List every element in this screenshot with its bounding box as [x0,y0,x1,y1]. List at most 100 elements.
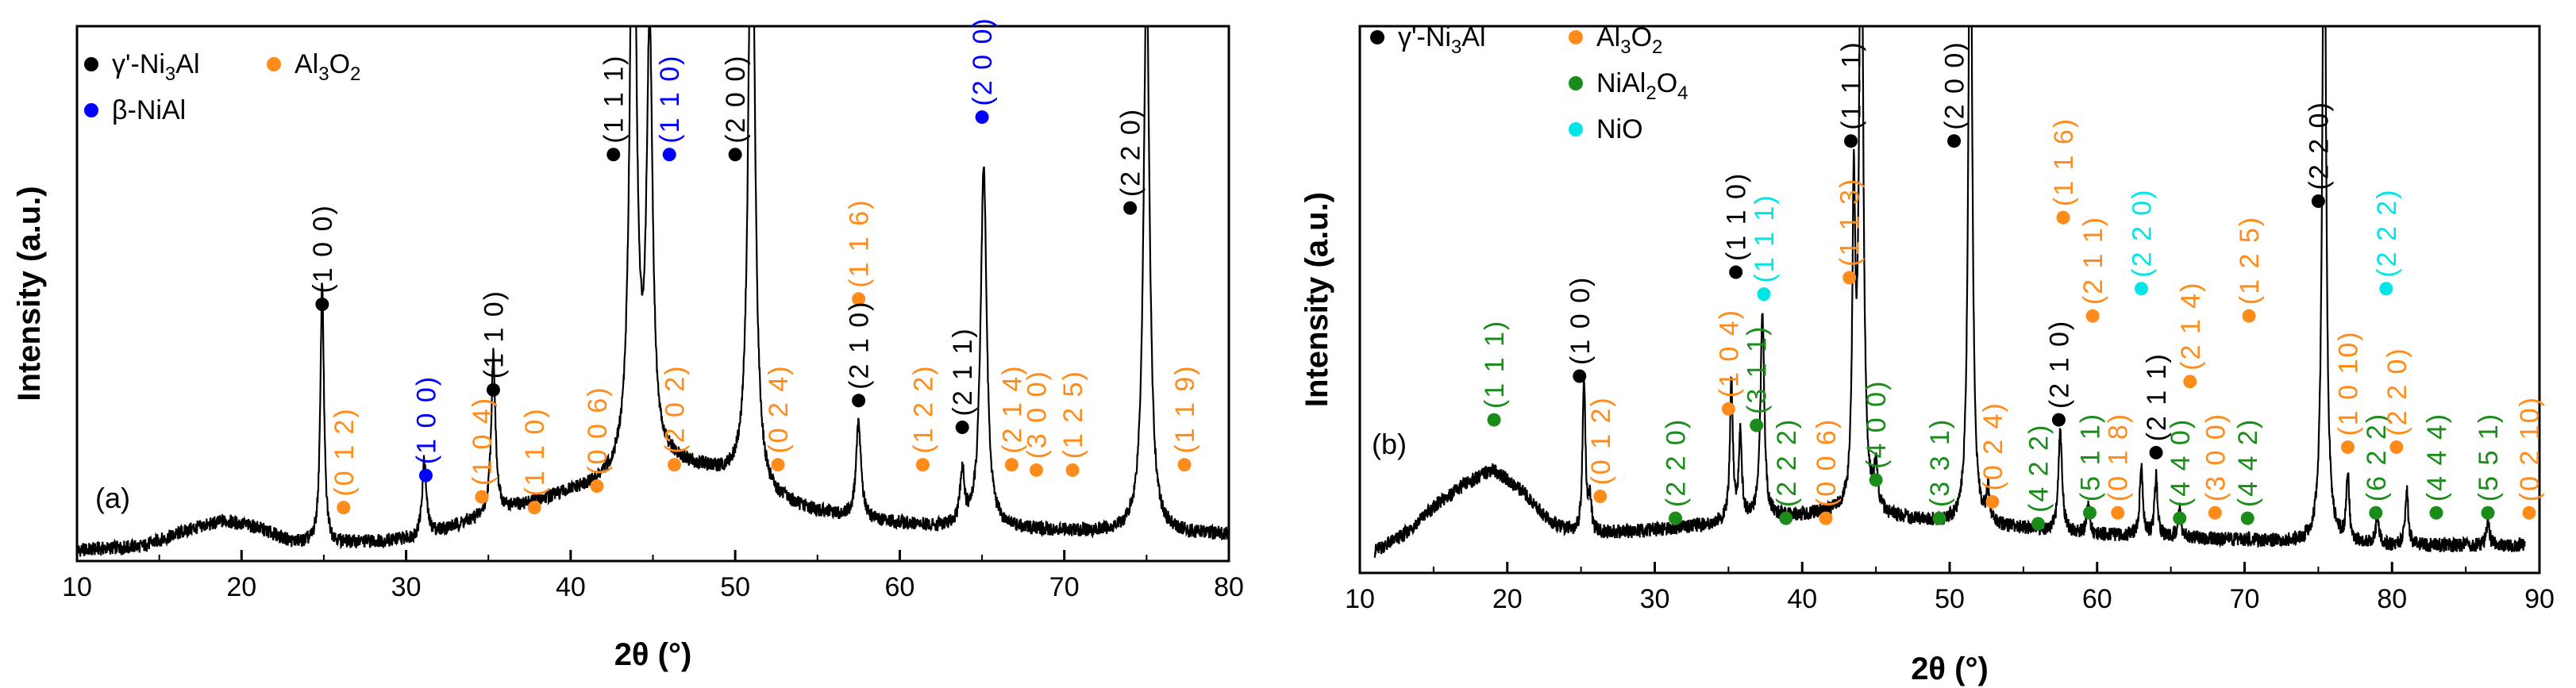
peak-marker [667,458,681,472]
legend-entry: Al3O2 [1596,22,1662,58]
legend-entry: Al3O2 [295,49,360,85]
peak-label: (4 4 2) [2233,418,2263,507]
peak-marker [418,468,433,482]
peak-marker [2082,505,2097,520]
peak-label: (0 1 2) [1586,396,1616,485]
peak-marker [2208,505,2222,520]
peak-marker [2389,440,2404,455]
peak-label: (4 4 0) [2166,418,2196,507]
x-tick-label: 50 [720,572,750,602]
x-tick-label: 60 [2082,584,2112,614]
xrd-signal-b [1373,26,2526,559]
peak-label: (3 1 1) [1742,325,1773,414]
peak-marker [1750,418,1764,432]
panel-tag-a: (a) [95,482,130,514]
peak-marker [852,394,866,408]
peak-marker [2149,445,2163,459]
peak-marker [2173,511,2187,525]
legend-entry: NiAl2O4 [1596,68,1688,104]
panel-tag-b: (b) [1372,428,1407,460]
peak-marker [475,490,489,504]
peak-marker [1932,511,1946,525]
peak-marker [1593,490,1608,504]
peak-marker [527,501,541,515]
x-tick-label: 20 [1492,584,1523,614]
peak-label: (3 0 0) [1022,370,1052,459]
peak-label: (1 1 1) [1837,40,1867,129]
legend-marker [1370,30,1384,44]
x-tick-label: 40 [556,572,586,602]
peak-label: (2 2 0) [2382,347,2412,436]
legend-label: β-NiAl [112,95,186,125]
legend-entry: β-NiAl [112,95,186,125]
peak-marker [337,501,351,515]
peak-label: (1 1 1) [599,54,630,143]
peak-label: (0 0 6) [1812,418,1842,507]
peak-marker [1065,463,1080,477]
x-tick-label: 80 [1214,572,1244,602]
peak-label: (1 1 0) [479,290,509,379]
panel-a: 10 20 30 40 50 60 70 80 2θ (°) Intensity (a.u.) (a… [12,17,1244,672]
peak-marker [2240,511,2254,525]
x-tick-label: 70 [2230,584,2260,614]
peak-marker [2311,194,2325,208]
legend-label-tail: O [1631,22,1652,52]
x-tick-label: 20 [226,572,256,602]
plot-frame-a [75,25,1230,563]
peak-label: (1 2 5) [1058,370,1088,459]
peak-label: (1 0 10) [2334,330,2364,436]
peak-marker [590,479,604,494]
peak-marker [662,148,676,162]
peak-label: (4 2 2) [2023,424,2054,513]
peak-label: (2 2 0) [2127,188,2157,277]
peak-label: (2 2 0) [2304,101,2334,190]
legend-marker [267,57,281,71]
peak-marker [1842,271,1857,285]
peak-marker [2369,505,2383,520]
peak-label: (6 2 2) [2362,413,2392,502]
legend-marker [1569,30,1583,44]
peak-marker [1721,402,1735,416]
peak-label: (4 4 4) [2422,413,2452,502]
x-axis-title: 2θ (°) [1911,651,1989,686]
peak-marker [486,382,500,397]
peak-label: (1 1 1) [1750,194,1780,283]
peak-marker [1123,201,1138,215]
peak-label: (2 1 0) [845,301,875,390]
peak-marker [2429,505,2443,520]
legend-subscript: 2 [1646,83,1656,104]
peak-marker [2134,282,2148,296]
peak-label: (1 0 4) [468,397,498,486]
peak-label: (5 1 1) [2075,413,2105,502]
legend-label: Al [1596,22,1620,52]
legend-subscript: 2 [350,63,360,85]
legend-label-tail: O [1657,68,1677,98]
peak-label: (0 2 4) [1978,402,2008,490]
x-tick-label: 90 [2524,584,2555,614]
peak-label: (0 1 8) [2104,413,2134,502]
peak-label: (1 2 2) [908,364,938,453]
legend-label: γ'-Ni [112,49,165,79]
peak-label: (2 2 2) [2372,188,2402,277]
peak-label: (2 0 0) [1940,40,1970,129]
peak-marker [955,421,969,434]
xrd-signal-a [77,26,1229,557]
legend-label: Al [295,49,318,79]
peak-label: (2 0 0) [721,54,751,143]
legend-subscript: 2 [1652,37,1662,58]
x-tick-label: 30 [1640,584,1670,614]
peak-label: (1 1 0) [655,54,685,143]
peak-label: (2 2 0) [1116,108,1146,197]
peak-marker [606,148,621,162]
peak-label: (0 1 2) [329,407,360,496]
peak-label: (2 1 4) [2176,282,2206,371]
legend-entry: γ'-Ni3Al [1398,22,1486,58]
peak-label: (2 1 1) [2142,352,2172,441]
peak-marker [2031,517,2045,531]
peak-label: (2 1 4) [997,364,1027,453]
legend-subscript: 3 [318,63,329,85]
peak-label: (1 1 6) [2049,117,2079,206]
legend-label-tail: Al [175,49,199,79]
legend-marker [84,103,98,117]
peak-marker [315,297,329,311]
